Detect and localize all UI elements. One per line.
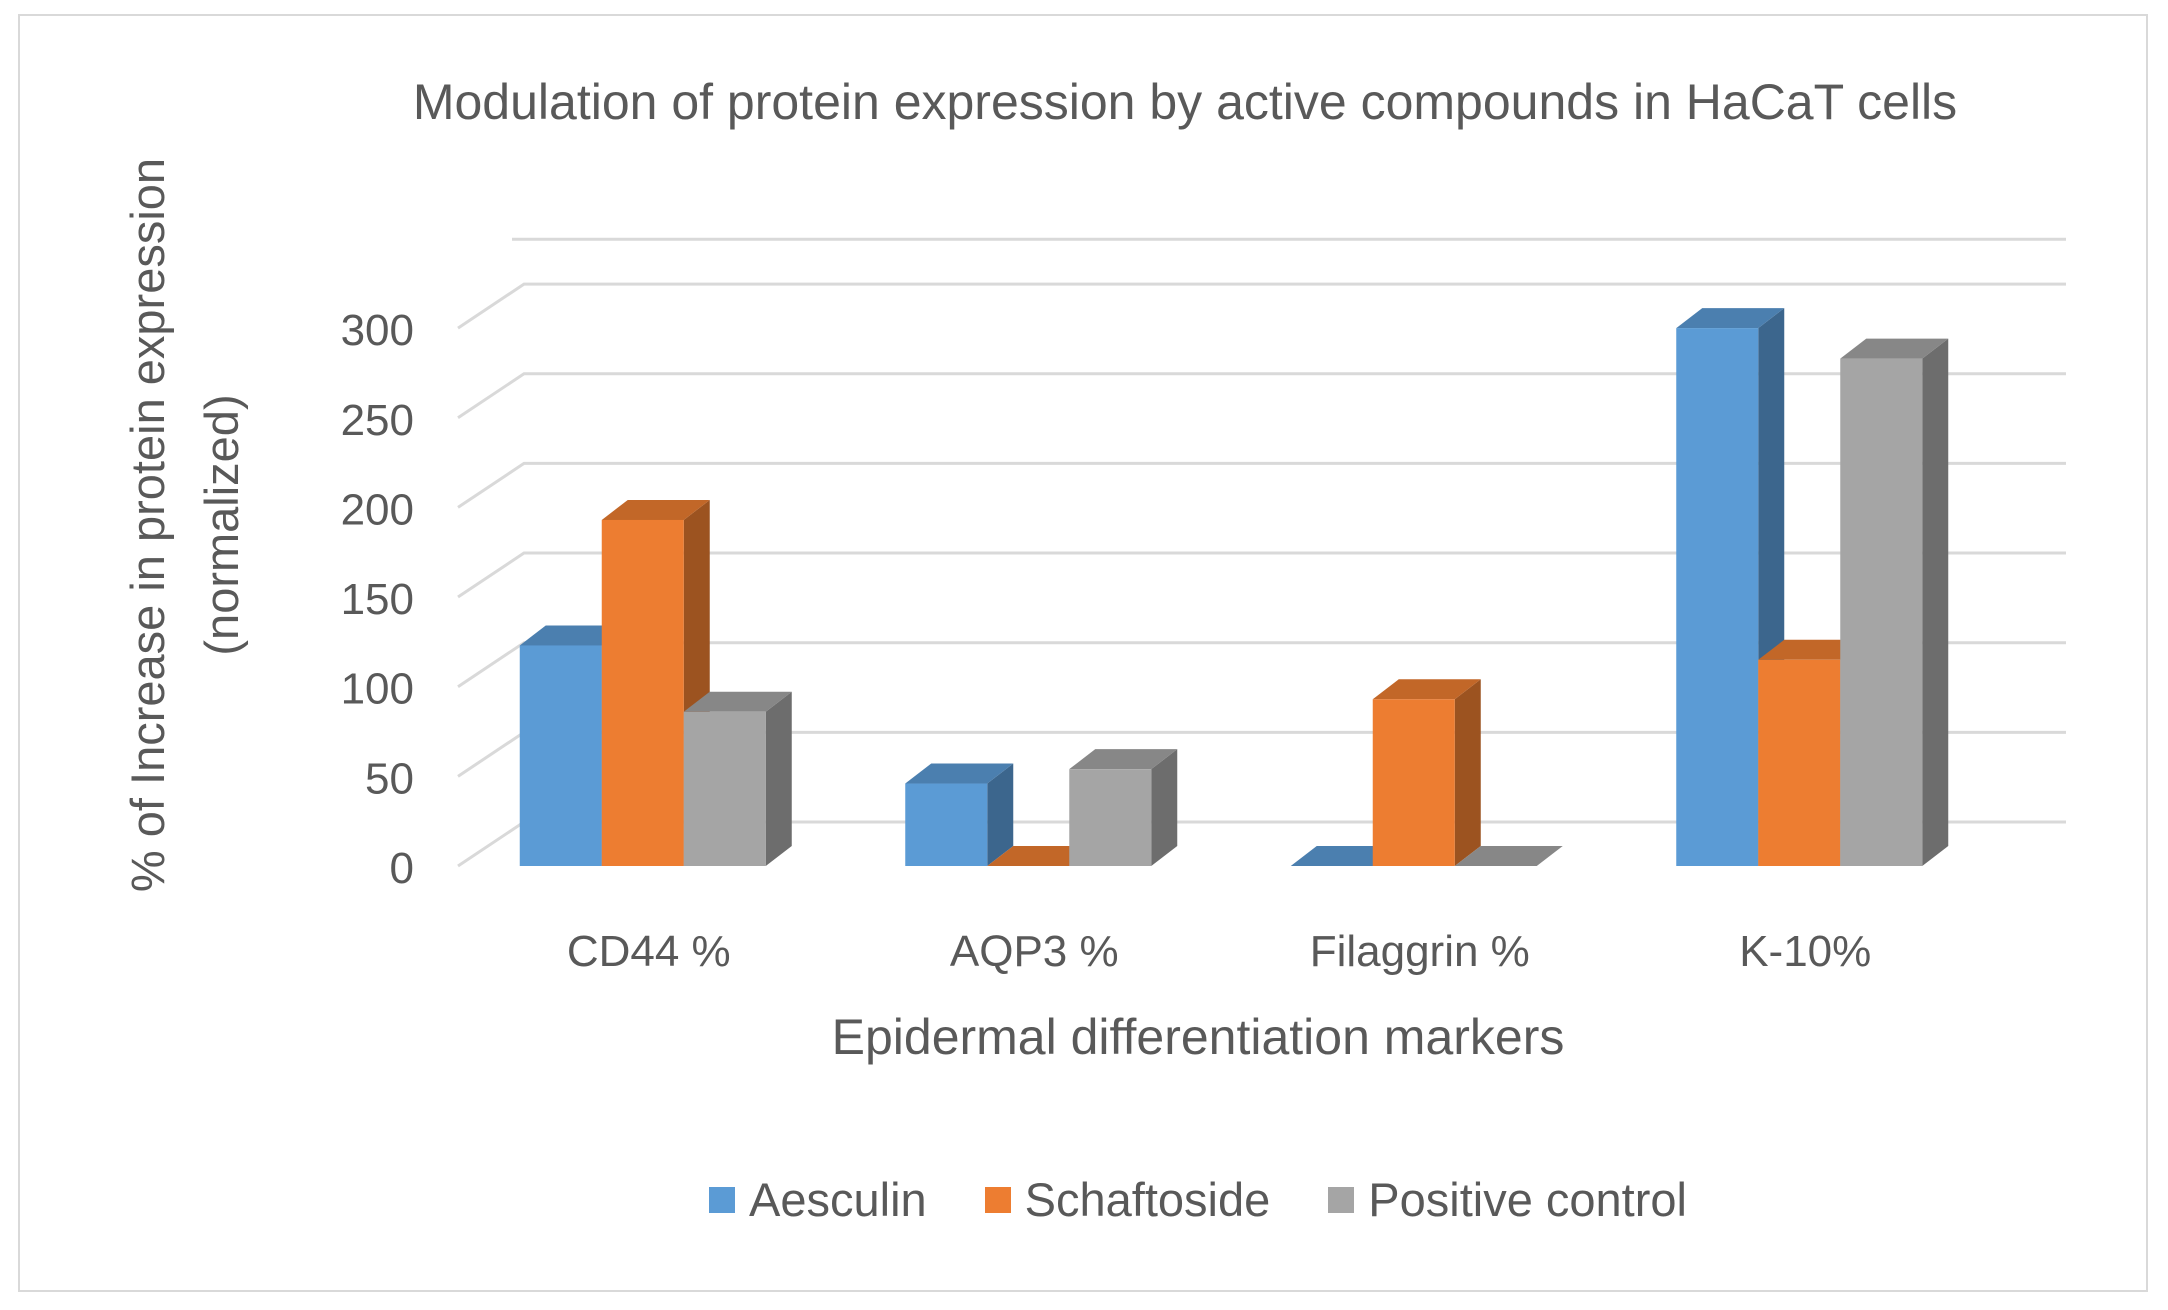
bar-front <box>519 645 602 866</box>
legend-label: Schaftoside <box>1024 1173 1271 1226</box>
y-tick-label: 50 <box>365 754 414 803</box>
bar-top <box>1676 308 1785 329</box>
bar-top <box>1290 846 1399 866</box>
y-tick-label: 250 <box>341 396 414 445</box>
chart-title: Modulation of protein expression by acti… <box>412 74 1958 130</box>
legend-swatch-positive-control <box>1328 1186 1355 1213</box>
bar-side <box>987 763 1014 866</box>
gridline <box>457 372 2066 419</box>
bar-top <box>1069 749 1178 770</box>
bar-aesculin-1 <box>905 763 1014 866</box>
bar-top <box>1372 679 1481 700</box>
bar-top <box>987 846 1096 866</box>
bar-side <box>1922 338 1949 866</box>
bar-front <box>1372 699 1455 866</box>
legend-label: Aesculin <box>749 1173 927 1226</box>
bar-front <box>1676 328 1759 867</box>
bar-top <box>905 763 1014 784</box>
x-axis-title: Epidermal differentiation markers <box>831 1009 1565 1065</box>
gridline <box>457 551 2066 599</box>
bar-front <box>1069 769 1152 866</box>
bar-schaftoside-2 <box>1372 679 1481 866</box>
legend-item-schaftoside: Schaftoside <box>984 1172 1271 1227</box>
bar-top <box>1840 338 1949 359</box>
bar-side <box>765 691 792 866</box>
bar-positive-control-1 <box>1069 749 1178 866</box>
x-tick-label: CD44 % <box>567 927 731 976</box>
bar-top <box>519 625 628 646</box>
gridline <box>457 461 2066 509</box>
bar-front <box>905 783 988 866</box>
x-tick-label: K-10% <box>1739 927 1871 976</box>
bar-positive-control-3 <box>1840 338 1949 866</box>
y-tick-label: 300 <box>341 306 414 355</box>
bar-positive-control-2 <box>1454 846 1563 866</box>
y-tick-label: 100 <box>341 665 414 714</box>
y-tick-label: 150 <box>341 575 414 624</box>
legend-label: Positive control <box>1368 1173 1687 1226</box>
bar-side <box>1454 679 1481 866</box>
bar-top <box>1454 846 1563 866</box>
bar-front <box>601 519 684 866</box>
bar-top <box>683 691 792 712</box>
bar-top <box>601 499 710 520</box>
bar-front <box>1758 659 1841 866</box>
legend-swatch-aesculin <box>709 1186 736 1213</box>
legend-item-aesculin: Aesculin <box>709 1172 927 1227</box>
bar-front <box>1840 358 1923 866</box>
bar-positive-control-0 <box>683 691 792 866</box>
x-tick-label: AQP3 % <box>950 927 1119 976</box>
x-tick-label: Filaggrin % <box>1310 927 1530 976</box>
bar-top <box>1758 639 1867 660</box>
y-tick-label: 200 <box>341 485 414 534</box>
bar-aesculin-2 <box>1290 846 1399 866</box>
legend-swatch-schaftoside <box>984 1186 1011 1213</box>
bar-side <box>1151 749 1178 866</box>
legend: Aesculin Schaftoside Positive control <box>0 1172 2168 1227</box>
legend-item-positive-control: Positive control <box>1328 1172 1687 1227</box>
bar-front <box>683 711 766 866</box>
bar-schaftoside-1 <box>987 846 1096 866</box>
gridline <box>457 282 2066 330</box>
y-tick-label: 0 <box>390 844 414 893</box>
